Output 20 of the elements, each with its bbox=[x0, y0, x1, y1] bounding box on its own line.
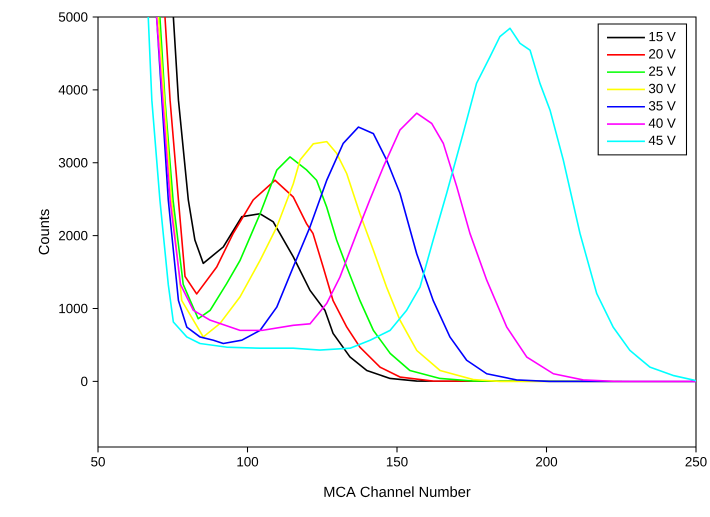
legend-label: 40 V bbox=[648, 118, 676, 128]
x-tick-label: 250 bbox=[686, 457, 707, 466]
legend-label: 20 V bbox=[649, 49, 676, 59]
x-tick-label: 200 bbox=[536, 457, 558, 466]
x-tick-label: 150 bbox=[386, 457, 408, 466]
y-tick-label: 1000 bbox=[59, 304, 88, 314]
y-tick-label: 0 bbox=[81, 376, 88, 386]
y-axis-title: Counts bbox=[38, 209, 50, 254]
x-axis-title: MCA Channel Number bbox=[324, 486, 470, 498]
y-tick-label: 2000 bbox=[58, 230, 88, 240]
x-tick-label: 50 bbox=[91, 457, 105, 466]
legend-label: 35 V bbox=[648, 101, 676, 111]
y-tick-label: 5000 bbox=[58, 12, 88, 22]
y-tick-label: 4000 bbox=[58, 85, 88, 95]
legend-label: 25 V bbox=[649, 66, 676, 76]
legend-label: 30 V bbox=[648, 84, 676, 94]
legend-label: 15 V bbox=[649, 32, 676, 42]
x-tick-label: 100 bbox=[237, 457, 258, 466]
legend-label: 45 V bbox=[648, 136, 676, 145]
y-tick-label: 3000 bbox=[58, 158, 88, 168]
